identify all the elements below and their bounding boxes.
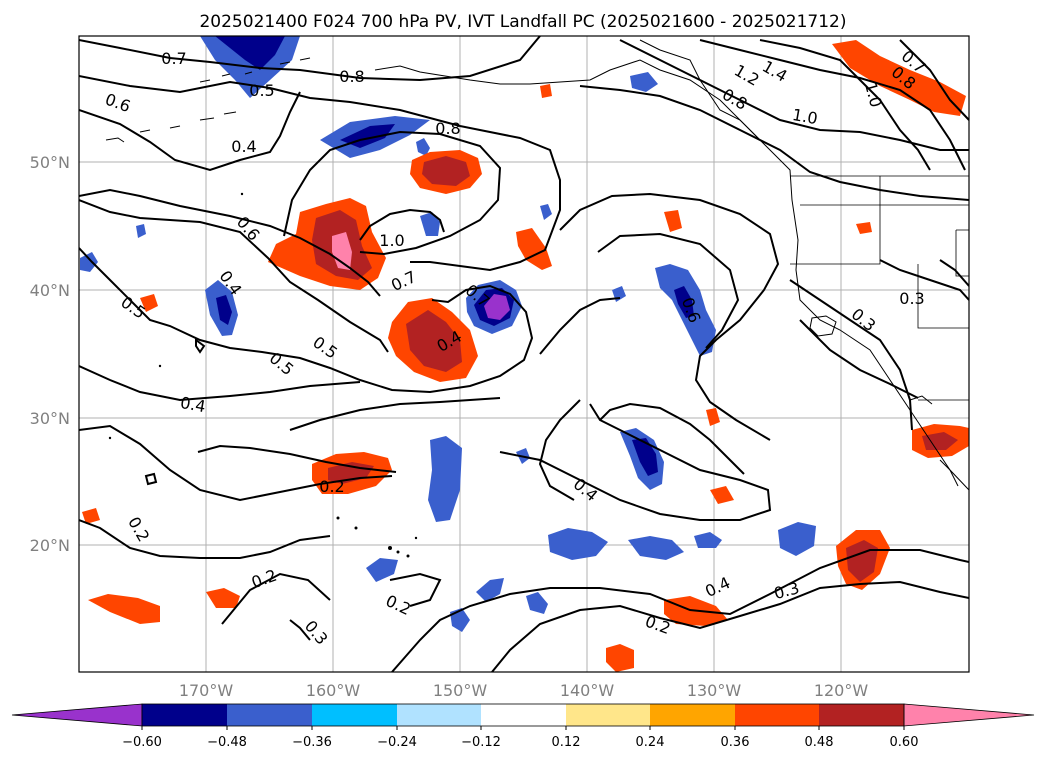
map-title: 2025021400 F024 700 hPa PV, IVT Landfall… xyxy=(199,12,846,32)
contour-label: 0.3 xyxy=(899,289,924,308)
colorbar-bin xyxy=(397,704,481,726)
colorbar-tick: −0.48 xyxy=(207,735,247,750)
lat-label: 50°N xyxy=(30,153,70,172)
pv-positive-shading xyxy=(82,40,969,672)
contour-label: 0.2 xyxy=(319,477,344,496)
contour-label: 0.4 xyxy=(231,137,256,156)
contour-label: 1.0 xyxy=(791,105,819,128)
lon-label: 130°W xyxy=(687,681,742,700)
colorbar-bin xyxy=(312,704,397,726)
lat-label: 20°N xyxy=(30,536,70,555)
pv-negative-shading xyxy=(80,36,816,632)
lat-label: 40°N xyxy=(30,281,70,300)
colorbar-tick: −0.60 xyxy=(122,735,162,750)
lon-label: 160°W xyxy=(306,681,361,700)
islands xyxy=(108,192,418,558)
colorbar: −0.60 −0.48 −0.36 −0.24 −0.12 0.12 0.24 … xyxy=(11,703,1035,750)
colorbar-bin xyxy=(481,704,566,726)
lat-label: 30°N xyxy=(30,409,70,428)
lon-label: 140°W xyxy=(560,681,615,700)
colorbar-bin xyxy=(566,704,650,726)
lon-label: 120°W xyxy=(814,681,869,700)
contour-label: 0.5 xyxy=(249,81,274,100)
ivt-contours xyxy=(79,36,969,672)
lon-label: 150°W xyxy=(433,681,488,700)
contour-label: 0.7 xyxy=(161,49,186,68)
contour-label: 0.4 xyxy=(179,393,207,416)
colorbar-tick: 0.24 xyxy=(636,735,665,750)
colorbar-tick: 0.12 xyxy=(552,735,581,750)
contour-label: 0.8 xyxy=(339,67,364,86)
borders xyxy=(790,175,969,401)
colorbar-tick: 0.48 xyxy=(805,735,834,750)
longitude-labels: 170°W 160°W 150°W 140°W 130°W 120°W xyxy=(179,681,869,700)
lon-label: 170°W xyxy=(179,681,234,700)
map-frame xyxy=(78,35,970,673)
map-panel: 0.7 0.5 0.8 0.6 0.4 0.8 1.0 0.6 0.4 0.7 … xyxy=(79,36,969,672)
coastlines xyxy=(105,39,969,491)
colorbar-max-extend xyxy=(903,703,1035,727)
colorbar-tick: 0.36 xyxy=(721,735,750,750)
colorbar-tick: −0.12 xyxy=(461,735,501,750)
colorbar-bin xyxy=(227,704,312,726)
contour-label: 1.0 xyxy=(379,231,404,250)
colorbar-bin xyxy=(735,704,819,726)
colorbar-tick: −0.36 xyxy=(292,735,332,750)
colorbar-tick: −0.24 xyxy=(377,735,417,750)
colorbar-min-extend xyxy=(11,703,143,727)
contour-label: 0.8 xyxy=(435,119,460,138)
latitude-labels: 50°N 40°N 30°N 20°N xyxy=(30,153,70,555)
colorbar-tick: 0.60 xyxy=(890,735,919,750)
colorbar-bin xyxy=(819,704,904,726)
colorbar-bin xyxy=(142,704,227,726)
colorbar-bin xyxy=(650,704,735,726)
